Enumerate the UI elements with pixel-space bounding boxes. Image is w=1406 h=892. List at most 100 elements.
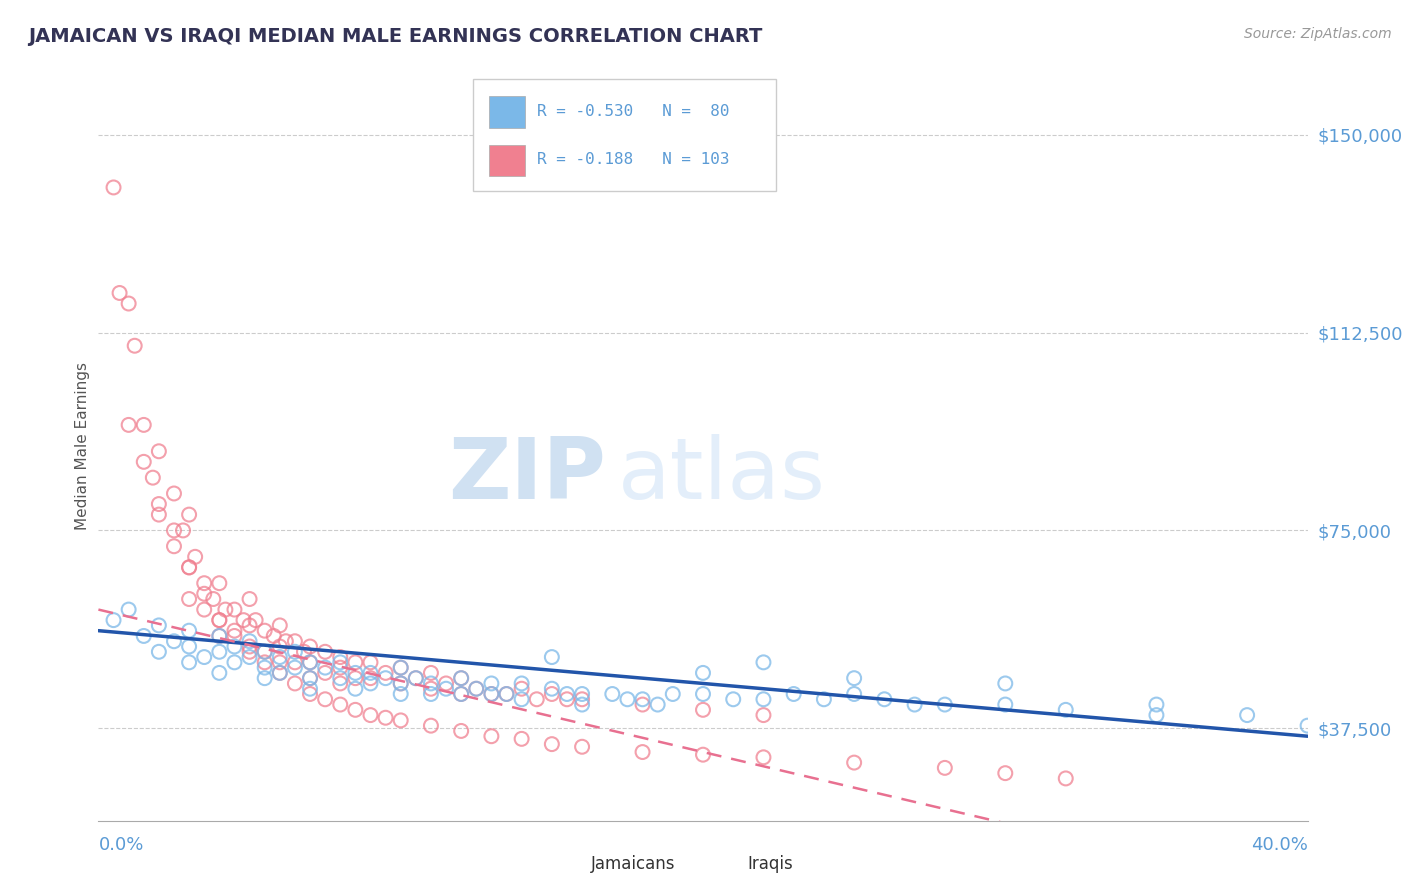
Point xyxy=(1144,698,1167,712)
Point xyxy=(179,560,201,574)
Point xyxy=(269,650,291,665)
Text: 40.0%: 40.0% xyxy=(1251,837,1308,855)
Point xyxy=(314,665,336,680)
Point xyxy=(389,676,412,690)
Point xyxy=(752,708,775,723)
Point xyxy=(269,618,291,632)
Point xyxy=(179,640,201,654)
Point xyxy=(510,681,533,696)
Point xyxy=(108,285,131,300)
Point xyxy=(389,676,412,690)
Text: Iraqis: Iraqis xyxy=(748,855,793,873)
Point xyxy=(163,634,186,648)
Point xyxy=(450,687,472,701)
Point xyxy=(148,645,170,659)
Point xyxy=(292,645,315,659)
Text: 0.0%: 0.0% xyxy=(98,837,143,855)
FancyBboxPatch shape xyxy=(489,145,526,177)
Point xyxy=(481,687,503,701)
Point xyxy=(253,671,276,685)
Point xyxy=(420,676,443,690)
Point xyxy=(934,698,956,712)
Point xyxy=(239,618,262,632)
Point xyxy=(510,692,533,706)
Point xyxy=(103,613,125,627)
Point xyxy=(163,524,186,538)
Point xyxy=(540,687,562,701)
Point xyxy=(299,681,322,696)
Point xyxy=(269,656,291,670)
Point xyxy=(844,756,866,770)
Point xyxy=(269,640,291,654)
Point xyxy=(752,692,775,706)
Point xyxy=(299,656,322,670)
Point xyxy=(269,665,291,680)
Point xyxy=(239,640,262,654)
Point xyxy=(329,698,352,712)
Point xyxy=(269,665,291,680)
Point xyxy=(571,739,593,754)
Point xyxy=(329,650,352,665)
Point xyxy=(994,766,1017,780)
Point xyxy=(239,634,262,648)
Point xyxy=(844,687,866,701)
Point xyxy=(344,656,367,670)
Point xyxy=(103,180,125,194)
Point xyxy=(253,660,276,674)
Point xyxy=(360,676,382,690)
Point xyxy=(389,714,412,728)
Point xyxy=(263,629,285,643)
Point xyxy=(118,602,141,616)
Point xyxy=(360,656,382,670)
Point xyxy=(148,497,170,511)
Point xyxy=(344,665,367,680)
Point xyxy=(540,650,562,665)
Point xyxy=(224,629,246,643)
Point xyxy=(723,692,745,706)
Point xyxy=(813,692,835,706)
Point xyxy=(224,640,246,654)
Text: R = -0.188   N = 103: R = -0.188 N = 103 xyxy=(537,153,730,168)
Point xyxy=(253,645,276,659)
Point xyxy=(631,698,654,712)
Point xyxy=(420,681,443,696)
Point xyxy=(420,687,443,701)
Point xyxy=(118,296,141,310)
Point xyxy=(224,602,246,616)
Point xyxy=(253,624,276,638)
Point xyxy=(179,624,201,638)
Point xyxy=(481,676,503,690)
Point xyxy=(148,508,170,522)
Point xyxy=(783,687,806,701)
Point xyxy=(142,470,165,484)
Point xyxy=(692,687,714,701)
Point xyxy=(571,698,593,712)
Point xyxy=(752,656,775,670)
Point xyxy=(208,629,231,643)
Point xyxy=(374,671,396,685)
Text: Source: ZipAtlas.com: Source: ZipAtlas.com xyxy=(1244,27,1392,41)
Point xyxy=(208,645,231,659)
Point xyxy=(450,671,472,685)
Point xyxy=(208,613,231,627)
Point xyxy=(232,613,254,627)
Point xyxy=(299,671,322,685)
Point xyxy=(329,676,352,690)
Point xyxy=(163,539,186,553)
Point xyxy=(299,671,322,685)
Point xyxy=(239,645,262,659)
Point xyxy=(374,711,396,725)
Point xyxy=(148,444,170,458)
Point xyxy=(344,681,367,696)
FancyBboxPatch shape xyxy=(558,853,585,875)
Point xyxy=(994,676,1017,690)
Point xyxy=(344,703,367,717)
Point xyxy=(510,731,533,746)
Point xyxy=(374,665,396,680)
Point xyxy=(465,681,488,696)
Point xyxy=(450,671,472,685)
Point xyxy=(540,681,562,696)
Point xyxy=(329,660,352,674)
Point xyxy=(179,656,201,670)
Point xyxy=(299,640,322,654)
